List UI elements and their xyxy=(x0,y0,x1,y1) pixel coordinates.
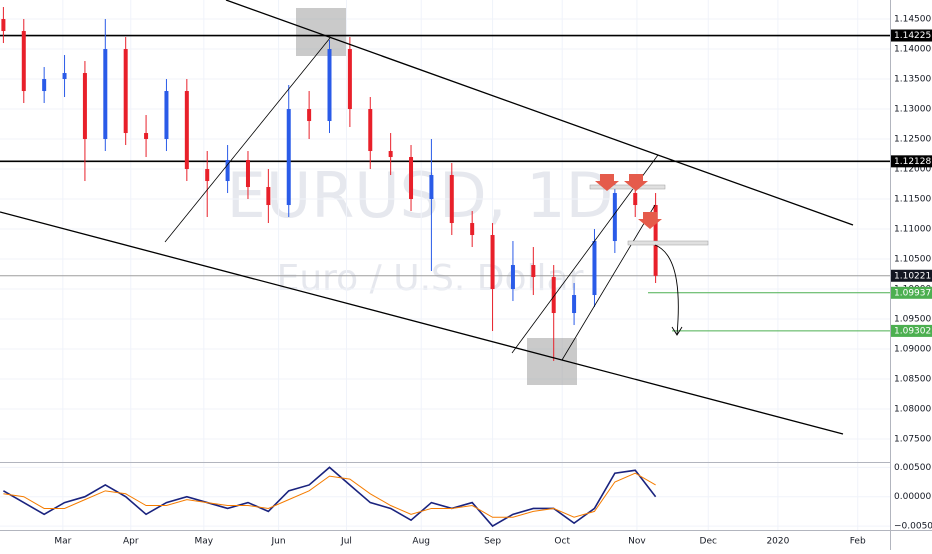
candle-body xyxy=(470,223,475,236)
x-tick-label: Apr xyxy=(123,537,139,547)
x-tick-label: Jul xyxy=(340,537,352,547)
y-tick-label: 1.09500 xyxy=(894,315,931,325)
candle-body xyxy=(82,73,87,140)
x-tick-label: May xyxy=(195,537,214,547)
candle-body xyxy=(123,49,128,134)
down-arrow xyxy=(595,174,619,191)
levels xyxy=(0,34,890,332)
level-label: 1.14225 xyxy=(894,31,931,41)
candle-body xyxy=(1,19,6,32)
level-label: 1.10221 xyxy=(894,271,931,281)
down-arrow xyxy=(638,212,662,229)
candle-body xyxy=(572,295,577,314)
candle-body xyxy=(21,31,26,92)
candle-body xyxy=(225,160,230,182)
trend-line xyxy=(225,0,854,226)
candle-body xyxy=(633,193,638,206)
level-label-bg xyxy=(891,29,932,42)
trend-line xyxy=(0,211,844,435)
candle-body xyxy=(368,109,373,152)
candle-body xyxy=(409,157,414,200)
candle-body xyxy=(347,49,352,110)
y-tick-label: 1.14500 xyxy=(894,15,931,25)
y-tick-label: 1.12500 xyxy=(894,135,931,145)
candle-body xyxy=(653,205,658,276)
arrow-head xyxy=(671,326,683,336)
candle-body xyxy=(266,187,271,206)
watermark: EURUSD, 1D xyxy=(227,159,614,232)
y-tick-label: 1.08000 xyxy=(894,405,931,415)
candle-body xyxy=(103,49,108,140)
drawings xyxy=(0,0,854,435)
y-tick-label: 1.12000 xyxy=(894,165,931,175)
axis-labels: 1.14500 1.14000 1.13500 1.13000 1.12500 1.120… xyxy=(54,15,932,547)
y-tick-label: 1.13000 xyxy=(894,105,931,115)
x-tick-label: Mar xyxy=(54,537,71,547)
y-tick-label: 0.00000 xyxy=(894,492,931,502)
zone xyxy=(589,184,666,190)
y-tick-label: 1.09000 xyxy=(894,345,931,355)
oscillator xyxy=(2,466,657,528)
y-tick-label: −0.00500 xyxy=(894,522,932,532)
x-tick-label: Dec xyxy=(700,537,717,547)
y-tick-label: 1.14000 xyxy=(894,45,931,55)
trend-line xyxy=(164,37,331,243)
candle-body xyxy=(449,175,454,224)
level-label-bg xyxy=(891,269,932,282)
trend-line xyxy=(561,204,656,361)
candle-body xyxy=(510,265,515,290)
x-tick-label: Sep xyxy=(484,537,501,547)
candle-body xyxy=(144,133,149,140)
level-label-bg xyxy=(891,155,932,168)
x-tick-label: Aug xyxy=(412,537,430,547)
level-label-bg xyxy=(891,286,932,299)
candle-body xyxy=(490,235,495,290)
candle-body xyxy=(286,109,291,206)
level-label-bg xyxy=(891,324,932,337)
highlight-box xyxy=(296,8,346,56)
level-label: 1.12128 xyxy=(894,157,931,167)
y-tick-label: 1.10500 xyxy=(894,255,931,265)
y-tick-label: 1.11500 xyxy=(894,195,931,205)
candle-body xyxy=(307,109,312,122)
y-tick-label: 1.11000 xyxy=(894,225,931,235)
projection-arrow xyxy=(654,244,679,336)
candle-body xyxy=(551,277,556,314)
level-label: 1.09302 xyxy=(894,326,931,336)
candle-body xyxy=(245,160,250,188)
level-label: 1.09937 xyxy=(894,288,931,298)
y-tick-label: 1.07500 xyxy=(894,435,931,445)
grid xyxy=(0,0,890,530)
candles xyxy=(1,7,658,362)
candle-body xyxy=(42,79,47,92)
candle-body xyxy=(184,91,189,170)
y-tick-label: 1.08500 xyxy=(894,375,931,385)
x-tick-label: Nov xyxy=(628,537,646,547)
candle-body xyxy=(612,193,617,242)
candle-body xyxy=(164,91,169,140)
x-tick-label: 2020 xyxy=(766,537,789,547)
x-tick-label: Feb xyxy=(850,537,866,547)
candle-body xyxy=(327,49,332,122)
series-line xyxy=(2,466,657,528)
candle-body xyxy=(62,73,67,80)
candle-body xyxy=(429,175,434,200)
down-arrow xyxy=(624,174,648,191)
y-tick-label: 1.13500 xyxy=(894,75,931,85)
candle-body xyxy=(531,265,536,278)
candle-body xyxy=(205,169,210,182)
x-tick-label: Oct xyxy=(554,537,570,547)
series-line xyxy=(3,472,656,518)
zone xyxy=(627,240,709,246)
candle-body xyxy=(388,151,393,158)
candle-body xyxy=(592,241,597,296)
x-tick-label: Jun xyxy=(271,537,286,547)
watermark-subtitle: Euro / U.S. Dollar xyxy=(277,258,584,299)
y-tick-label: 0.00500 xyxy=(894,463,931,473)
